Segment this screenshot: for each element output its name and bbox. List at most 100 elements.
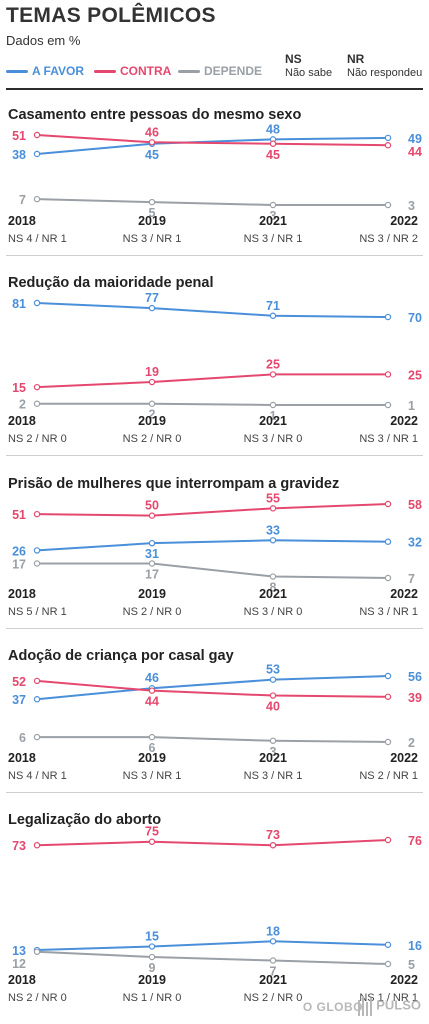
data-point-a-favor (269, 938, 277, 945)
x-tick-label: 2021 (259, 973, 287, 987)
chart-title: Legalização do aborto (8, 812, 161, 828)
ns-nr-footnote: NS 3 / NR 0 (244, 606, 303, 618)
data-label-a-favor: 53 (266, 663, 280, 677)
chart-title: Adoção de criança por casal gay (8, 648, 234, 664)
section-divider (6, 255, 423, 256)
pulso-logo-text: PULSO (376, 997, 421, 1013)
series-line-depende (37, 402, 388, 406)
data-point-a-favor (269, 312, 277, 319)
data-point-depende (33, 560, 41, 567)
ns-nr-footnote: NS 3 / NR 1 (359, 606, 418, 618)
data-point-a-favor (384, 313, 392, 321)
data-point-depende (269, 957, 277, 964)
ns-nr-footnote: NS 3 / NR 1 (244, 233, 303, 245)
series-line-depende (37, 562, 389, 579)
legend-swatch-a-favor (6, 70, 28, 74)
ns-nr-footnote: NS 1 / NR 0 (123, 992, 182, 1004)
series-line-contra (36, 503, 389, 517)
legend: A FAVOR CONTRA DEPENDE NS Não sabe NR Nã… (6, 52, 426, 88)
data-point-contra (33, 510, 41, 518)
ns-nr-footnote: NS 3 / NR 0 (244, 433, 303, 445)
o-globo-logo: O GLOBO (302, 1000, 363, 1014)
data-label-depende: 3 (408, 199, 415, 213)
data-point-depende (33, 733, 41, 741)
legend-item-contra: CONTRA (94, 64, 171, 78)
data-label-contra: 19 (145, 365, 159, 379)
data-point-a-favor (33, 150, 41, 158)
data-point-contra (148, 378, 156, 386)
chart-title: Redução da maioridade penal (8, 275, 213, 291)
data-label-contra: 58 (408, 498, 422, 512)
data-label-depende: 2 (149, 408, 156, 422)
data-point-a-favor (148, 539, 156, 547)
x-tick-label: 2018 (8, 973, 36, 987)
data-label-a-favor: 31 (145, 547, 159, 561)
ns-nr-footnote: NS 1 / NR 1 (359, 992, 418, 1004)
data-point-contra (384, 371, 392, 378)
data-label-a-favor: 33 (266, 523, 280, 537)
data-label-a-favor: 32 (408, 536, 422, 550)
legend-note-nr: NR Não respondeu (347, 52, 422, 80)
series-line-a-favor (36, 136, 389, 155)
data-point-depende (384, 960, 392, 968)
data-label-depende: 7 (270, 965, 277, 979)
data-label-contra: 52 (12, 675, 26, 689)
series-contra (33, 677, 392, 700)
data-point-contra (269, 842, 277, 849)
data-point-contra (148, 687, 156, 694)
legend-note-ns: NS Não sabe (285, 52, 332, 80)
x-tick-label: 2019 (138, 751, 166, 765)
data-label-a-favor: 49 (408, 132, 422, 146)
data-point-a-favor (148, 304, 156, 312)
data-point-depende (269, 737, 277, 744)
data-point-a-favor (33, 696, 41, 703)
data-label-depende: 5 (149, 206, 156, 220)
data-label-a-favor: 48 (266, 122, 280, 136)
x-tick-label: 2018 (8, 214, 36, 228)
data-label-a-favor: 70 (408, 311, 422, 325)
data-point-a-favor (269, 676, 277, 683)
chart-title: Prisão de mulheres que interrompam a gra… (8, 476, 339, 492)
series-contra (33, 131, 392, 149)
data-label-contra: 44 (408, 145, 422, 159)
ns-nr-footnote: NS 5 / NR 1 (8, 606, 67, 618)
data-point-depende (33, 195, 41, 203)
data-label-depende: 1 (408, 399, 415, 413)
legend-item-a-favor: A FAVOR (6, 64, 84, 78)
series-depende (33, 560, 392, 582)
series-a-favor (33, 299, 392, 321)
data-label-contra: 39 (408, 691, 422, 705)
ns-nr-footnote: NS 3 / NR 1 (123, 770, 182, 782)
ns-nr-footnote: NS 4 / NR 1 (8, 233, 67, 245)
data-point-contra (269, 505, 277, 512)
series-depende (33, 733, 392, 746)
data-point-contra (33, 677, 41, 685)
x-tick-label: 2019 (138, 587, 166, 601)
legend-ns-code: NS (285, 52, 302, 66)
legend-item-depende: DEPENDE (178, 64, 262, 78)
data-label-depende: 17 (12, 557, 26, 571)
data-point-contra (148, 838, 156, 845)
data-point-contra (269, 140, 277, 147)
x-tick-label: 2021 (259, 751, 287, 765)
x-tick-label: 2018 (8, 751, 36, 765)
data-point-depende (269, 201, 277, 209)
data-point-depende (269, 401, 277, 409)
data-point-a-favor (384, 134, 392, 142)
data-label-a-favor: 71 (266, 299, 280, 313)
data-label-depende: 9 (149, 961, 156, 975)
data-label-a-favor: 56 (408, 670, 422, 684)
data-point-contra (384, 693, 392, 700)
data-label-a-favor: 81 (12, 297, 26, 311)
data-label-contra: 15 (12, 381, 26, 395)
data-label-depende: 6 (149, 741, 156, 755)
pulso-logo: PULSO (358, 996, 421, 1016)
data-point-contra (384, 500, 392, 508)
pulso-bars-icon (358, 996, 373, 1016)
data-label-a-favor: 18 (266, 924, 280, 938)
data-point-a-favor (269, 537, 277, 544)
series-contra (33, 500, 392, 519)
section-divider (6, 628, 423, 629)
data-label-depende: 17 (145, 567, 159, 581)
data-label-contra: 51 (12, 508, 26, 522)
